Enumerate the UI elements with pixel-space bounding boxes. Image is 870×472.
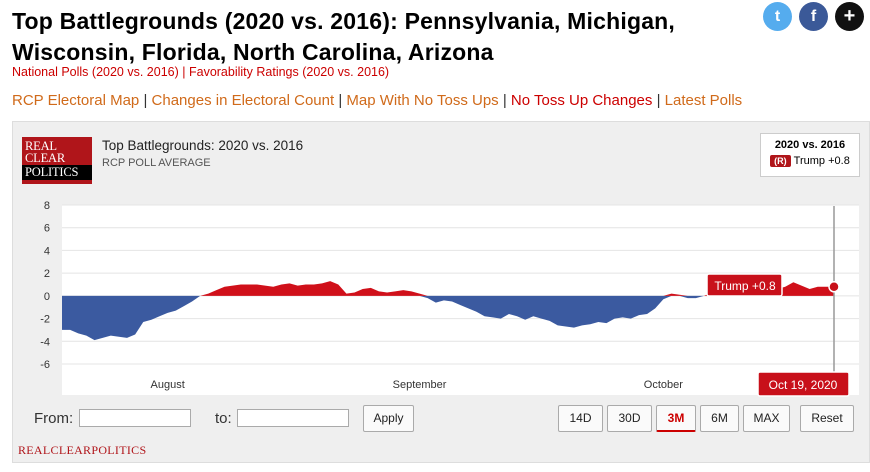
nav-link-electoral-map[interactable]: RCP Electoral Map	[12, 92, 140, 109]
chart-legend: 2020 vs. 2016 (R) Trump +0.8	[760, 133, 860, 177]
y-axis-ticks: 8 6 4 2 0 -2 -4 -6	[40, 200, 50, 371]
range-max-button[interactable]: MAX	[743, 405, 790, 432]
facebook-share-button[interactable]: f	[799, 2, 828, 31]
subnav-separator: |	[182, 65, 186, 79]
reset-button[interactable]: Reset	[800, 405, 854, 432]
nav-separator: |	[502, 92, 507, 109]
x-tick-label: October	[644, 379, 683, 391]
y-tick-label: -2	[40, 314, 50, 326]
nav-link-changes-electoral-count[interactable]: Changes in Electoral Count	[151, 92, 335, 109]
apply-button[interactable]: Apply	[363, 405, 414, 432]
from-label: From:	[34, 410, 74, 427]
to-date-input[interactable]	[237, 409, 349, 427]
footer-brand: REALCLEARPOLITICS	[18, 443, 147, 457]
chart-subtitle: RCP POLL AVERAGE	[102, 157, 211, 169]
page-title: Top Battlegrounds (2020 vs. 2016): Penns…	[12, 8, 676, 65]
range-6m-button[interactable]: 6M	[700, 405, 739, 432]
date-callout: Oct 19, 2020	[757, 371, 850, 397]
date-callout-box	[757, 371, 850, 397]
legend-entry: (R) Trump +0.8	[761, 155, 859, 167]
logo-line-2: CLEAR	[25, 151, 65, 165]
x-axis-ticks: August September October	[151, 379, 684, 391]
series-area-positive	[62, 281, 834, 296]
last-data-point[interactable]	[828, 281, 840, 293]
date-callout-label: Oct 19, 2020	[769, 378, 838, 392]
x-tick-label: September	[393, 379, 447, 391]
y-tick-label: 2	[44, 268, 50, 280]
nav-separator: |	[656, 92, 661, 109]
range-14d-button[interactable]: 14D	[558, 405, 603, 432]
subnav: National Polls (2020 vs. 2016) | Favorab…	[12, 65, 389, 79]
y-tick-label: -6	[40, 359, 50, 371]
legend-entry-label: Trump +0.8	[793, 155, 850, 167]
republican-badge: (R)	[770, 155, 791, 167]
logo-line-1: REAL	[25, 139, 57, 153]
y-tick-label: 8	[44, 200, 50, 212]
from-date-input[interactable]	[79, 409, 191, 427]
range-controls: From: to: Apply 14D 30D 3M 6M MAX Reset	[22, 402, 860, 438]
twitter-share-button[interactable]: t	[763, 2, 792, 31]
nav-link-no-toss-ups[interactable]: Map With No Toss Ups	[346, 92, 499, 109]
facebook-icon: f	[810, 8, 817, 25]
value-callout-label: Trump +0.8	[714, 279, 776, 293]
x-tick-label: August	[151, 379, 185, 391]
value-callout: Trump +0.8	[706, 273, 840, 297]
subnav-link-favorability[interactable]: Favorability Ratings (2020 vs. 2016)	[188, 65, 390, 79]
chart-title: Top Battlegrounds: 2020 vs. 2016	[102, 138, 304, 153]
y-tick-label: 0	[44, 291, 50, 303]
plus-icon: +	[843, 5, 856, 27]
series-area-negative	[62, 295, 834, 341]
nav-link-latest-polls[interactable]: Latest Polls	[664, 92, 743, 109]
value-callout-box	[706, 273, 783, 297]
range-30d-button[interactable]: 30D	[607, 405, 652, 432]
to-label: to:	[215, 410, 232, 427]
y-tick-label: -4	[40, 336, 50, 348]
legend-title: 2020 vs. 2016	[774, 139, 846, 151]
y-tick-label: 6	[44, 223, 50, 235]
rcp-logo: REAL CLEAR POLITICS	[22, 137, 92, 184]
twitter-icon: t	[774, 8, 781, 25]
nav-separator: |	[338, 92, 343, 109]
range-3m-button[interactable]: 3M	[656, 405, 696, 432]
main-nav: RCP Electoral Map | Changes in Electoral…	[12, 92, 742, 109]
subnav-link-national[interactable]: National Polls (2020 vs. 2016)	[12, 65, 179, 79]
logo-line-3: POLITICS	[22, 165, 92, 180]
y-tick-label: 4	[44, 245, 50, 257]
nav-separator: |	[143, 92, 148, 109]
more-share-button[interactable]: +	[835, 2, 864, 31]
nav-link-no-toss-up-changes[interactable]: No Toss Up Changes	[510, 92, 653, 109]
